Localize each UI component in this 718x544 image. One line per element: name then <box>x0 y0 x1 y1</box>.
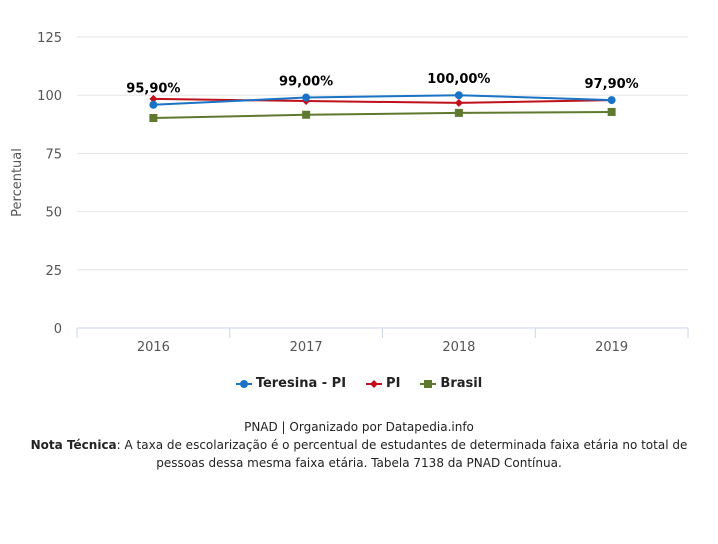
note-label: Nota Técnica <box>30 438 117 452</box>
x-tick-label: 2017 <box>290 340 323 355</box>
legend-item[interactable]: Teresina - PI <box>235 376 347 391</box>
legend-label: PI <box>386 376 401 391</box>
legend-label: Brasil <box>440 376 483 391</box>
data-point <box>149 114 158 123</box>
y-axis-label: Percentual <box>10 148 25 217</box>
data-label: 97,90% <box>585 77 639 92</box>
data-point <box>454 91 463 100</box>
data-label: 99,00% <box>279 75 333 90</box>
x-tick-label: 2018 <box>442 340 475 355</box>
legend-item[interactable]: Brasil <box>420 376 482 391</box>
series-line <box>153 110 612 120</box>
line-chart: 0 25 50 75 100 125 2016 2017 2018 2019 Percentual 9… <box>10 31 689 355</box>
diamond-marker-icon <box>366 379 383 388</box>
data-point <box>454 108 463 117</box>
x-tick-label: 2016 <box>137 340 170 355</box>
technical-note: Nota Técnica: A taxa de escolarização é … <box>20 436 698 472</box>
data-point <box>454 98 463 107</box>
data-label: 100,00% <box>427 72 490 87</box>
y-tick-label: 125 <box>37 31 62 46</box>
legend-item[interactable]: PI <box>366 376 400 391</box>
y-tick-label: 25 <box>45 264 62 279</box>
y-tick-label: 0 <box>54 322 62 337</box>
data-point <box>607 107 616 116</box>
square-marker-icon <box>420 379 437 388</box>
legend-label: Teresina - PI <box>255 376 347 391</box>
circle-marker-icon <box>235 379 252 388</box>
y-tick-label: 100 <box>37 89 62 104</box>
y-tick-label: 75 <box>45 147 62 162</box>
x-tick-label: 2019 <box>595 340 628 355</box>
series-line <box>153 94 612 106</box>
data-point <box>149 100 158 109</box>
data-point <box>607 96 616 105</box>
legend: Teresina - PI PI Brasil <box>0 376 718 393</box>
data-point <box>302 110 311 119</box>
data-point <box>302 93 311 102</box>
data-label: 95,90% <box>126 82 180 97</box>
data-point <box>149 94 158 103</box>
note-text: : A taxa de escolarização é o percentual… <box>116 438 688 470</box>
source-text: PNAD | Organizado por Datapedia.info <box>244 420 474 434</box>
y-tick-label: 50 <box>45 206 62 221</box>
series-line <box>153 97 612 104</box>
